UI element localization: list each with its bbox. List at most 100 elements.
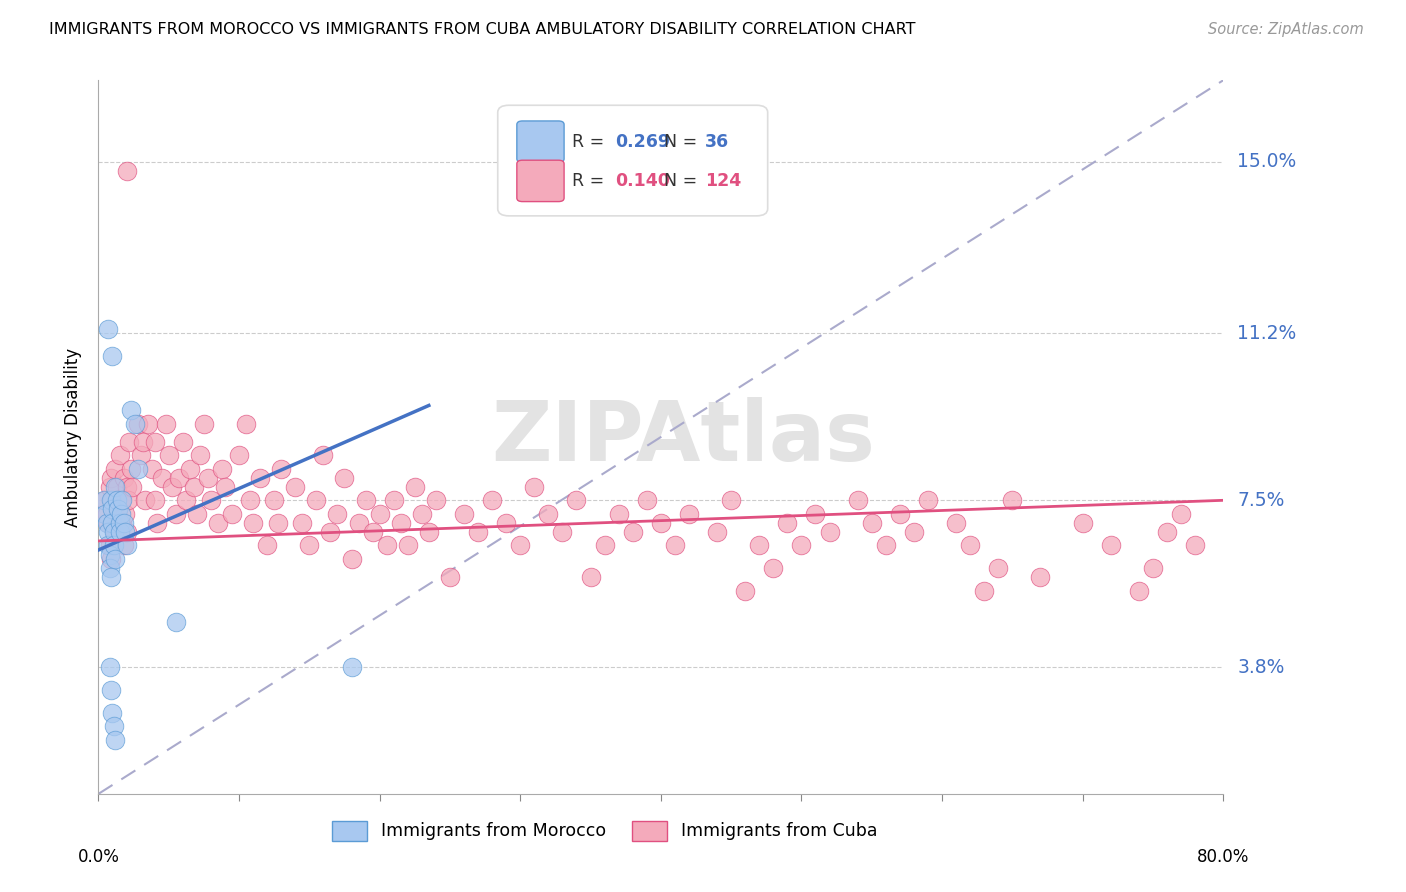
Point bbox=[112, 516, 135, 530]
Point bbox=[107, 502, 129, 516]
Point bbox=[664, 539, 686, 553]
Point bbox=[110, 493, 132, 508]
Point bbox=[959, 539, 981, 553]
Point bbox=[146, 516, 169, 530]
Point bbox=[228, 448, 250, 462]
Point bbox=[160, 480, 183, 494]
Point bbox=[127, 461, 149, 475]
Point bbox=[319, 524, 342, 539]
Point bbox=[396, 539, 419, 553]
Point bbox=[298, 539, 321, 553]
Point bbox=[263, 493, 285, 508]
Point bbox=[418, 524, 440, 539]
Point bbox=[127, 417, 149, 431]
Point bbox=[495, 516, 517, 530]
Point bbox=[97, 516, 120, 530]
Point bbox=[242, 516, 264, 530]
Point bbox=[818, 524, 841, 539]
Point bbox=[188, 448, 211, 462]
Point bbox=[593, 539, 616, 553]
Point bbox=[100, 683, 122, 698]
Point bbox=[104, 461, 127, 475]
Text: N =: N = bbox=[664, 133, 703, 151]
Text: 11.2%: 11.2% bbox=[1237, 324, 1296, 343]
FancyBboxPatch shape bbox=[517, 121, 564, 162]
Point bbox=[98, 480, 121, 494]
Point bbox=[382, 493, 405, 508]
Point bbox=[108, 524, 131, 539]
Point bbox=[551, 524, 574, 539]
Point bbox=[100, 552, 122, 566]
Point bbox=[267, 516, 290, 530]
Point bbox=[101, 493, 124, 508]
Point bbox=[1071, 516, 1094, 530]
Point bbox=[93, 493, 115, 508]
Point bbox=[347, 516, 370, 530]
Text: IMMIGRANTS FROM MOROCCO VS IMMIGRANTS FROM CUBA AMBULATORY DISABILITY CORRELATIO: IMMIGRANTS FROM MOROCCO VS IMMIGRANTS FR… bbox=[49, 22, 915, 37]
Point bbox=[361, 524, 384, 539]
Point bbox=[101, 349, 124, 363]
Point bbox=[183, 480, 205, 494]
Point bbox=[98, 539, 121, 553]
Point bbox=[121, 480, 143, 494]
Point bbox=[132, 434, 155, 449]
Point bbox=[411, 507, 433, 521]
Point bbox=[172, 434, 194, 449]
Point bbox=[120, 403, 142, 417]
Text: Source: ZipAtlas.com: Source: ZipAtlas.com bbox=[1208, 22, 1364, 37]
Point bbox=[104, 480, 127, 494]
Text: 124: 124 bbox=[704, 172, 741, 190]
Text: 7.5%: 7.5% bbox=[1237, 491, 1285, 510]
Point bbox=[104, 732, 127, 747]
Point bbox=[221, 507, 243, 521]
Point bbox=[903, 524, 925, 539]
Y-axis label: Ambulatory Disability: Ambulatory Disability bbox=[65, 348, 83, 526]
Text: 36: 36 bbox=[704, 133, 728, 151]
Point bbox=[875, 539, 897, 553]
Point bbox=[103, 502, 125, 516]
Point bbox=[706, 524, 728, 539]
Point bbox=[155, 417, 177, 431]
Point bbox=[129, 448, 152, 462]
Point bbox=[467, 524, 489, 539]
Point bbox=[104, 524, 127, 539]
Point bbox=[97, 539, 120, 553]
Point bbox=[174, 493, 197, 508]
Point bbox=[326, 507, 349, 521]
Point bbox=[103, 524, 125, 539]
Point bbox=[100, 471, 122, 485]
Point bbox=[748, 539, 770, 553]
Point bbox=[720, 493, 742, 508]
Point bbox=[117, 493, 139, 508]
Point bbox=[389, 516, 412, 530]
Text: R =: R = bbox=[572, 172, 610, 190]
Point bbox=[193, 417, 215, 431]
Point bbox=[284, 480, 307, 494]
Point bbox=[103, 719, 125, 733]
Point bbox=[165, 615, 187, 630]
Point bbox=[107, 507, 129, 521]
Point bbox=[136, 417, 159, 431]
Point bbox=[607, 507, 630, 521]
Point bbox=[305, 493, 328, 508]
Point bbox=[256, 539, 278, 553]
Point bbox=[211, 461, 233, 475]
Point bbox=[94, 493, 117, 508]
Point bbox=[110, 507, 132, 521]
Point bbox=[98, 561, 121, 575]
Point bbox=[1170, 507, 1192, 521]
Point bbox=[945, 516, 967, 530]
Point bbox=[621, 524, 644, 539]
Point bbox=[425, 493, 447, 508]
Point bbox=[124, 417, 146, 431]
Point bbox=[340, 660, 363, 674]
Legend: Immigrants from Morocco, Immigrants from Cuba: Immigrants from Morocco, Immigrants from… bbox=[323, 812, 886, 849]
Text: 3.8%: 3.8% bbox=[1237, 658, 1285, 677]
Point bbox=[776, 516, 799, 530]
Point bbox=[239, 493, 262, 508]
Point bbox=[197, 471, 219, 485]
Point bbox=[453, 507, 475, 521]
Point bbox=[678, 507, 700, 521]
Point bbox=[579, 570, 602, 584]
Point bbox=[368, 507, 391, 521]
